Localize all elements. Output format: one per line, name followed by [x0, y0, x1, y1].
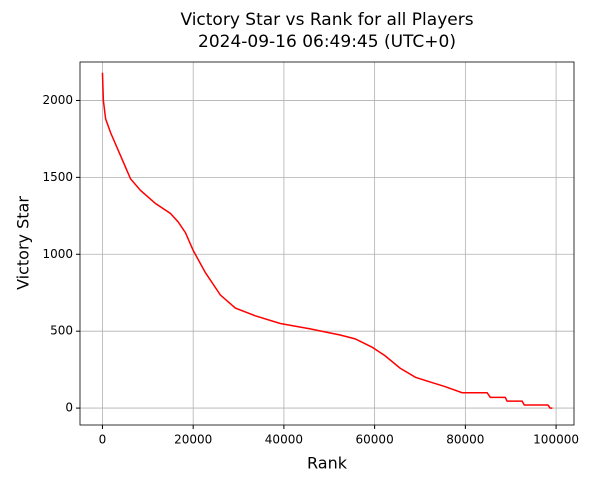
plot-frame — [79, 61, 575, 426]
x-tick-label: 100000 — [533, 433, 579, 447]
x-tick-label: 80000 — [446, 433, 484, 447]
x-axis-label: Rank — [307, 454, 348, 473]
data-line — [101, 72, 553, 409]
chart-subtitle: 2024-09-16 06:49:45 (UTC+0) — [198, 32, 456, 52]
y-tick-label: 500 — [50, 324, 73, 338]
y-tick-label: 1500 — [42, 170, 73, 184]
chart-title: Victory Star vs Rank for all Players — [180, 10, 473, 30]
y-tick-label: 1000 — [42, 247, 73, 261]
y-tick-label: 0 — [65, 401, 73, 415]
x-tick-label: 40000 — [265, 433, 303, 447]
y-axis-label: Victory Star — [14, 196, 33, 290]
x-tick-label: 0 — [99, 433, 107, 447]
x-tick-label: 20000 — [174, 433, 212, 447]
x-tick-label: 60000 — [356, 433, 394, 447]
y-tick-label: 2000 — [42, 93, 73, 107]
